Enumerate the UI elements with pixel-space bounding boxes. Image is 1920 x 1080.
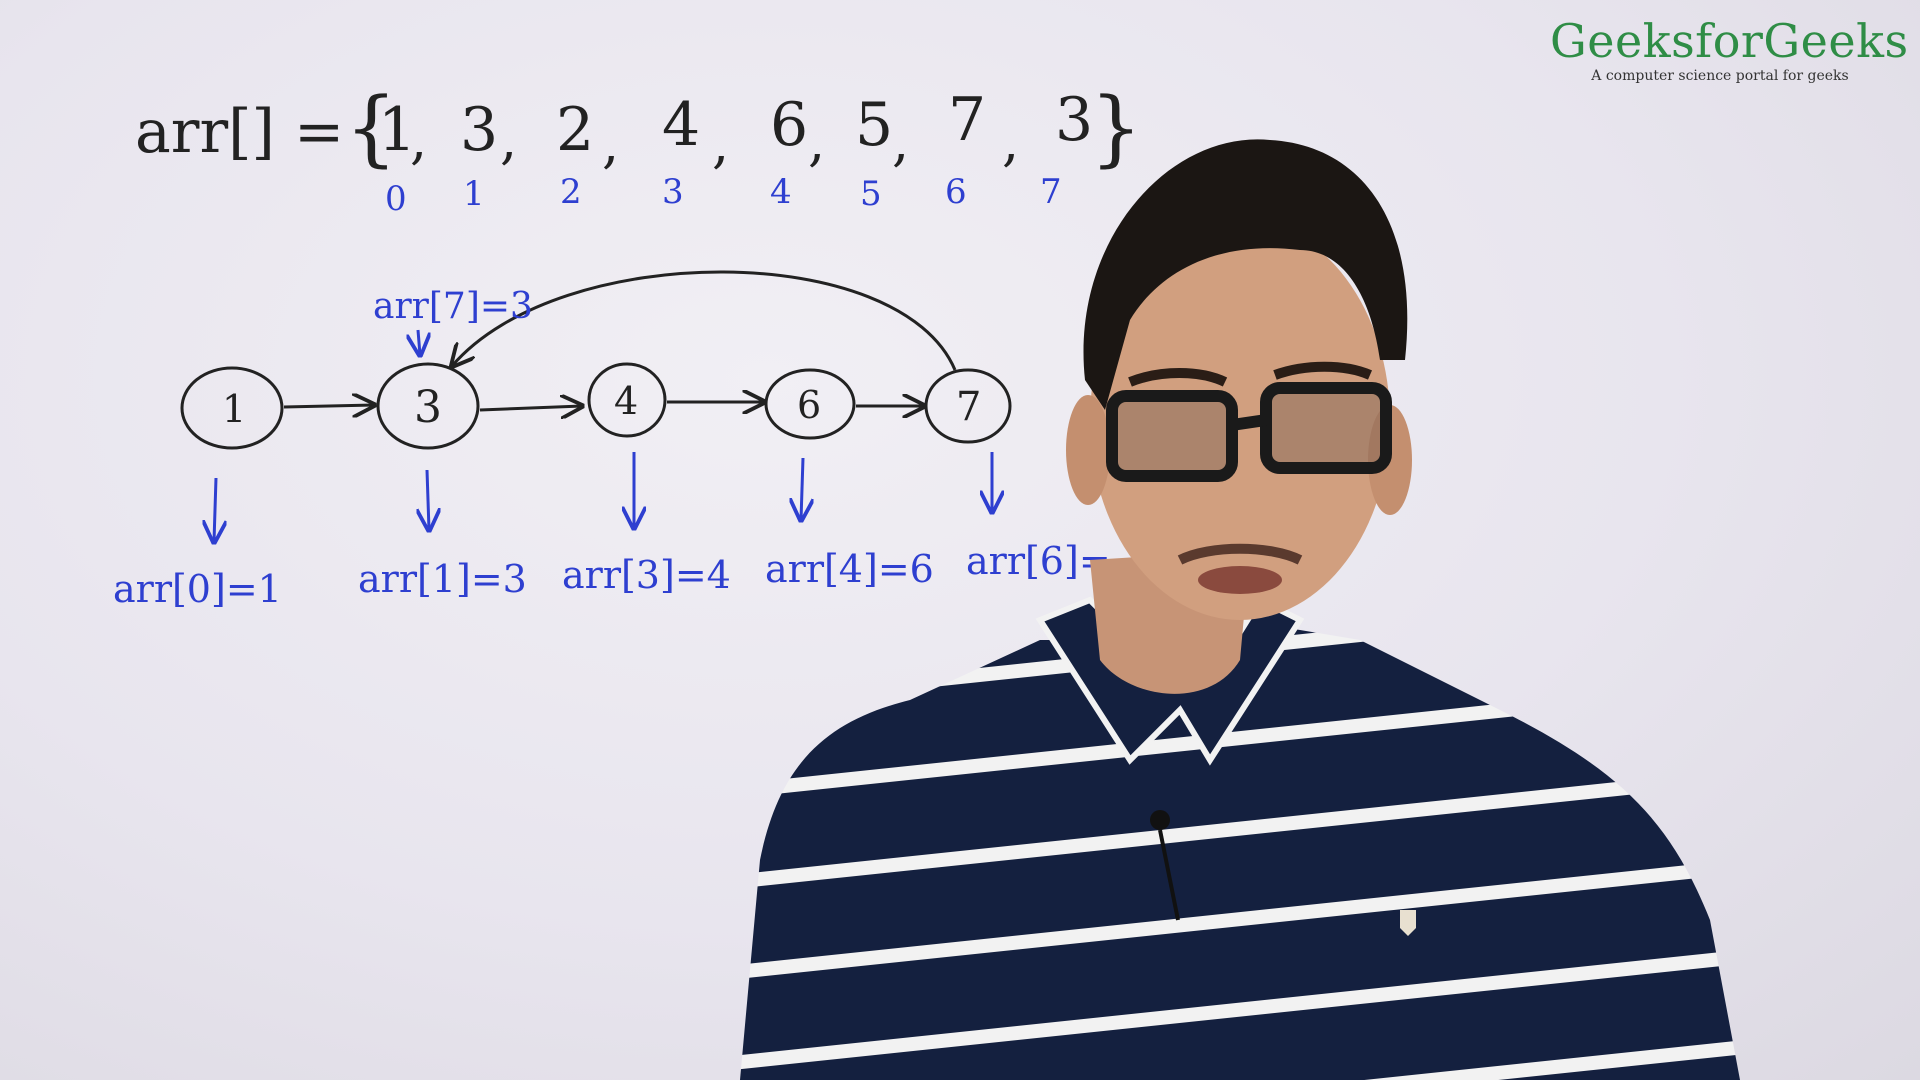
cycle-edge <box>452 270 957 370</box>
lapel-mic-icon <box>1150 810 1170 830</box>
array-value: 2 <box>556 95 594 165</box>
array-index: 0 <box>385 179 407 219</box>
mouth <box>1198 566 1282 594</box>
mic-wire <box>1158 829 1180 921</box>
list-node <box>376 362 480 450</box>
svg-text:,: , <box>602 112 619 175</box>
left-ear <box>1066 395 1110 505</box>
svg-text:,: , <box>410 108 427 171</box>
array-index: 7 <box>1040 172 1062 212</box>
logo-title: GeeksforGeeks <box>1550 14 1909 68</box>
node-labels: arr[0]=1 arr[1]=3 arr[3]=4 arr[4]=6 arr[… <box>113 539 1111 611</box>
array-index: 5 <box>860 174 882 214</box>
glasses-icon <box>1106 382 1392 482</box>
array-commas: , , , , , , , <box>410 108 1019 175</box>
logo-tagline: A computer science portal for geeks <box>1591 68 1849 84</box>
node-label: arr[0]=1 <box>113 567 282 611</box>
array-index: 2 <box>560 172 582 212</box>
array-value: 3 <box>1055 85 1093 155</box>
array-open-brace: { <box>345 81 397 176</box>
list-node <box>180 366 284 450</box>
geeksforgeeks-logo: GeeksforGeeks A computer science portal … <box>1550 14 1909 84</box>
array-index: 4 <box>770 172 792 212</box>
array-indices: 0 1 2 3 4 5 6 7 <box>385 172 1062 219</box>
value-arrow <box>214 477 216 542</box>
value-arrow <box>427 469 429 530</box>
svg-text:,: , <box>892 110 909 173</box>
hair <box>1083 139 1408 410</box>
value-arrow <box>801 457 803 520</box>
array-value: 4 <box>662 90 700 160</box>
striped-shirt <box>740 625 1740 1080</box>
value-arrows <box>214 452 992 542</box>
node-label: arr[4]=6 <box>765 547 934 591</box>
array-value: 6 <box>770 90 808 160</box>
list-edges <box>283 402 924 410</box>
list-edge <box>283 405 374 407</box>
list-node-value: 1 <box>222 387 246 431</box>
list-node-value: 4 <box>614 379 638 423</box>
array-index: 3 <box>662 172 684 212</box>
top-annotation-arrow <box>418 329 420 355</box>
presenter <box>740 139 1740 1080</box>
right-eyebrow <box>1273 361 1373 380</box>
node-label: arr[1]=3 <box>358 557 527 601</box>
array-values: 1 3 2 4 6 5 7 3 <box>378 85 1093 165</box>
svg-text:,: , <box>1002 110 1019 173</box>
list-edge <box>479 406 582 410</box>
array-value: 7 <box>948 85 986 155</box>
array-value: 1 <box>378 95 416 165</box>
svg-text:,: , <box>500 108 517 171</box>
list-nodes: 1 3 4 6 7 <box>180 362 1012 450</box>
list-node-value: 7 <box>956 384 981 430</box>
svg-text:,: , <box>808 110 825 173</box>
array-index: 1 <box>463 174 485 214</box>
array-label: arr[] = <box>135 97 344 167</box>
array-close-brace: } <box>1090 81 1142 176</box>
list-node-value: 3 <box>414 382 442 433</box>
left-eyebrow <box>1128 368 1228 387</box>
array-index: 6 <box>945 172 967 212</box>
list-node-value: 6 <box>797 383 821 427</box>
list-node <box>587 362 667 438</box>
array-value: 3 <box>460 95 498 165</box>
node-label: arr[3]=4 <box>562 553 731 597</box>
mustache <box>1177 543 1303 565</box>
shirt-logo-icon <box>1400 910 1416 936</box>
array-value: 5 <box>855 90 893 160</box>
top-annotation: arr[7]=3 <box>373 286 533 327</box>
node-label: arr[6]= <box>966 539 1111 583</box>
svg-text:,: , <box>712 112 729 175</box>
